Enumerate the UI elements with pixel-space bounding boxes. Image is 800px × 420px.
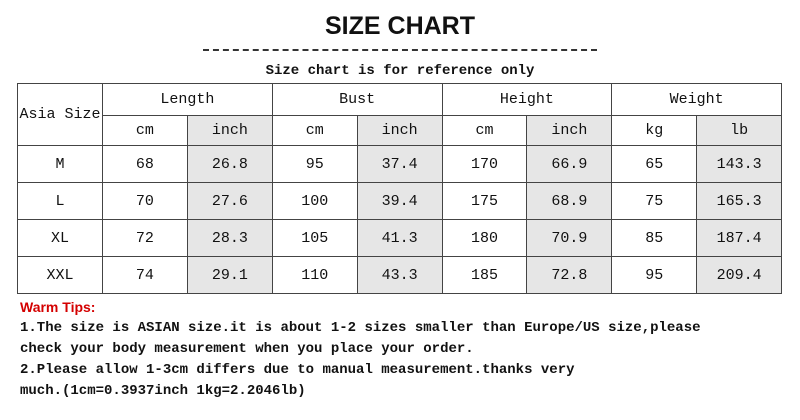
tips-heading: Warm Tips:: [20, 299, 96, 315]
tip-line: 2.Please allow 1-3cm differs due to manu…: [20, 362, 575, 378]
table-row: XL 72 28.3 105 41.3 180 70.9 85 187.4: [17, 219, 783, 257]
value-cell: 75: [611, 182, 698, 220]
subtitle: Size chart is for reference only: [265, 63, 535, 79]
value-cell: 70: [102, 182, 188, 220]
unit-header: inch: [186, 115, 273, 146]
tip-line: much.(1cm=0.3937inch 1kg=2.2046lb): [20, 383, 306, 399]
value-cell: 29.1: [186, 256, 273, 294]
page-title: SIZE CHART: [325, 12, 475, 40]
value-cell: 72.8: [526, 256, 613, 294]
unit-header: kg: [611, 115, 698, 146]
value-cell: 37.4: [356, 145, 443, 183]
value-cell: 68: [102, 145, 188, 183]
divider: [203, 49, 597, 51]
table-row: L 70 27.6 100 39.4 175 68.9 75 165.3: [17, 182, 783, 220]
value-cell: 85: [611, 219, 698, 257]
tip-line: check your body measurement when you pla…: [20, 341, 474, 357]
value-cell: 143.3: [696, 145, 783, 183]
value-cell: 68.9: [526, 182, 613, 220]
table-row: M 68 26.8 95 37.4 170 66.9 65 143.3: [17, 145, 783, 183]
value-cell: 185: [441, 256, 528, 294]
size-chart-table: Asia Size Length Bust Height Weight cm i…: [17, 83, 783, 294]
value-cell: 95: [611, 256, 698, 294]
unit-header: cm: [102, 115, 188, 146]
group-header: Length: [102, 83, 273, 116]
value-cell: 175: [441, 182, 528, 220]
size-cell: XXL: [17, 256, 103, 294]
unit-header: lb: [696, 115, 783, 146]
value-cell: 209.4: [696, 256, 783, 294]
value-cell: 74: [102, 256, 188, 294]
value-cell: 187.4: [696, 219, 783, 257]
value-cell: 72: [102, 219, 188, 257]
value-cell: 110: [271, 256, 358, 294]
size-header: Asia Size: [17, 83, 103, 146]
value-cell: 65: [611, 145, 698, 183]
value-cell: 170: [441, 145, 528, 183]
tip-line: 1.The size is ASIAN size.it is about 1-2…: [20, 320, 701, 336]
group-header: Height: [441, 83, 613, 116]
value-cell: 41.3: [356, 219, 443, 257]
unit-header: inch: [526, 115, 613, 146]
value-cell: 165.3: [696, 182, 783, 220]
value-cell: 95: [271, 145, 358, 183]
size-cell: M: [17, 145, 103, 183]
value-cell: 28.3: [186, 219, 273, 257]
size-cell: L: [17, 182, 103, 220]
value-cell: 26.8: [186, 145, 273, 183]
value-cell: 180: [441, 219, 528, 257]
value-cell: 39.4: [356, 182, 443, 220]
table-row: XXL 74 29.1 110 43.3 185 72.8 95 209.4: [17, 256, 783, 294]
value-cell: 27.6: [186, 182, 273, 220]
unit-header: cm: [271, 115, 358, 146]
group-header: Weight: [611, 83, 783, 116]
unit-header: inch: [356, 115, 443, 146]
group-header: Bust: [271, 83, 443, 116]
value-cell: 43.3: [356, 256, 443, 294]
size-cell: XL: [17, 219, 103, 257]
value-cell: 100: [271, 182, 358, 220]
value-cell: 70.9: [526, 219, 613, 257]
value-cell: 66.9: [526, 145, 613, 183]
unit-header: cm: [441, 115, 528, 146]
value-cell: 105: [271, 219, 358, 257]
